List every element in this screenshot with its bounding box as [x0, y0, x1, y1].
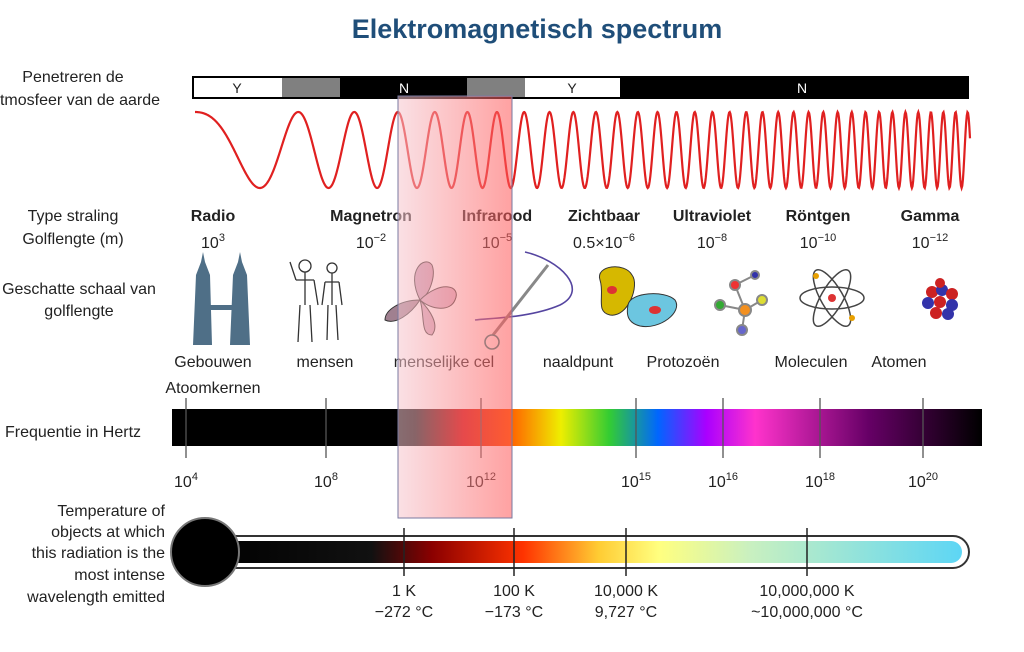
label: wavelength emitted [26, 589, 165, 606]
exponent: 16 [726, 471, 738, 483]
title: Elektromagnetisch spectrum [352, 14, 723, 44]
exponent: 20 [926, 471, 938, 483]
frequency-bar [172, 409, 982, 446]
people-icon [289, 259, 343, 343]
wavelength: 10−12 [912, 232, 948, 252]
type-name: Radio [191, 208, 236, 225]
label: most intense [74, 567, 165, 584]
base: 10 [908, 474, 926, 491]
base: 10 [621, 474, 639, 491]
frequency-label: 1016 [708, 471, 738, 491]
exponent: −6 [622, 232, 635, 244]
segment [194, 78, 282, 97]
wavelength: 0.5×10−6 [573, 232, 635, 252]
type-name: Zichtbaar [568, 208, 640, 225]
segment [282, 78, 340, 97]
exponent: −10 [818, 232, 837, 244]
wavelength: 10−2 [356, 232, 386, 252]
segment-label: Y [232, 80, 242, 96]
type-name: Röntgen [786, 208, 851, 225]
type-name: Ultraviolet [673, 208, 752, 225]
base: 10 [912, 235, 930, 252]
celsius-label: −173 °C [485, 604, 543, 621]
segment-label: N [797, 80, 807, 96]
label: objects at which [51, 524, 165, 541]
base: 0.5×10 [573, 235, 622, 252]
kelvin-label: 10,000,000 K [759, 583, 855, 600]
base: 10 [697, 235, 715, 252]
scale-label: Atoomkernen [165, 380, 260, 397]
highlight-overlay [397, 95, 513, 519]
frequency-label: 1015 [621, 471, 651, 491]
scale-label: naaldpunt [543, 354, 614, 371]
exponent: 15 [639, 471, 651, 483]
wavelength: 10−10 [800, 232, 836, 252]
scale-label: Moleculen [775, 354, 848, 371]
atmosphere-bar: Y N Y N [192, 76, 969, 99]
exponent: 18 [823, 471, 835, 483]
base: 10 [174, 474, 192, 491]
exponent: 4 [192, 471, 198, 483]
label: tmosfeer van de aarde [0, 92, 160, 109]
label: Frequentie in Hertz [5, 424, 141, 441]
molecule-icon [714, 270, 768, 336]
thermometer [170, 517, 970, 587]
frequency-label: 1020 [908, 471, 938, 491]
wavelength: 103 [201, 232, 225, 252]
row-labels: Penetreren de tmosfeer van de aarde Type… [0, 69, 166, 606]
tube-fill [205, 541, 962, 563]
exponent: 8 [332, 471, 338, 483]
exponent: −12 [930, 232, 949, 244]
segment-label: N [399, 80, 409, 96]
label: Geschatte schaal van [2, 281, 156, 298]
base: 10 [314, 474, 332, 491]
frequency-label: 1018 [805, 471, 835, 491]
celsius-label: −272 °C [375, 604, 433, 621]
label: golflengte [44, 303, 113, 320]
kelvin-label: 100 K [493, 583, 535, 600]
scale-label: Protozoën [647, 354, 720, 371]
scale-label: Atomen [871, 354, 926, 371]
base: 10 [800, 235, 818, 252]
atom-icon [799, 268, 865, 328]
bulb [170, 517, 240, 587]
base: 10 [805, 474, 823, 491]
towers-icon [193, 252, 250, 345]
exponent: −2 [374, 232, 387, 244]
kelvin-label: 10,000 K [594, 583, 658, 600]
protozoa-icon [599, 266, 678, 328]
celsius-label: ~10,000,000 °C [751, 604, 863, 621]
label: this radiation is the [32, 545, 166, 562]
nucleus-icon [922, 278, 958, 320]
scale-label: Gebouwen [174, 354, 251, 371]
base: 10 [356, 235, 374, 252]
exponent: 3 [219, 232, 225, 244]
label: Golflengte (m) [22, 231, 123, 248]
type-name: Gamma [901, 208, 960, 225]
frequency-label: 108 [314, 471, 338, 491]
wavelength: 10−8 [697, 232, 727, 252]
base: 10 [708, 474, 726, 491]
label: Penetreren de [22, 69, 124, 86]
icons [193, 251, 958, 350]
celsius-label: 9,727 °C [595, 604, 657, 621]
label: Temperature of [57, 503, 165, 520]
type-name: Magnetron [330, 208, 412, 225]
label: Type straling [28, 208, 119, 225]
base: 10 [201, 235, 219, 252]
kelvin-label: 1 K [392, 583, 416, 600]
wave [194, 108, 972, 192]
exponent: −8 [715, 232, 728, 244]
segment [467, 78, 525, 97]
scale-label: mensen [297, 354, 354, 371]
segment-label: Y [567, 80, 577, 96]
segment [525, 78, 620, 97]
frequency-label: 104 [174, 471, 198, 491]
